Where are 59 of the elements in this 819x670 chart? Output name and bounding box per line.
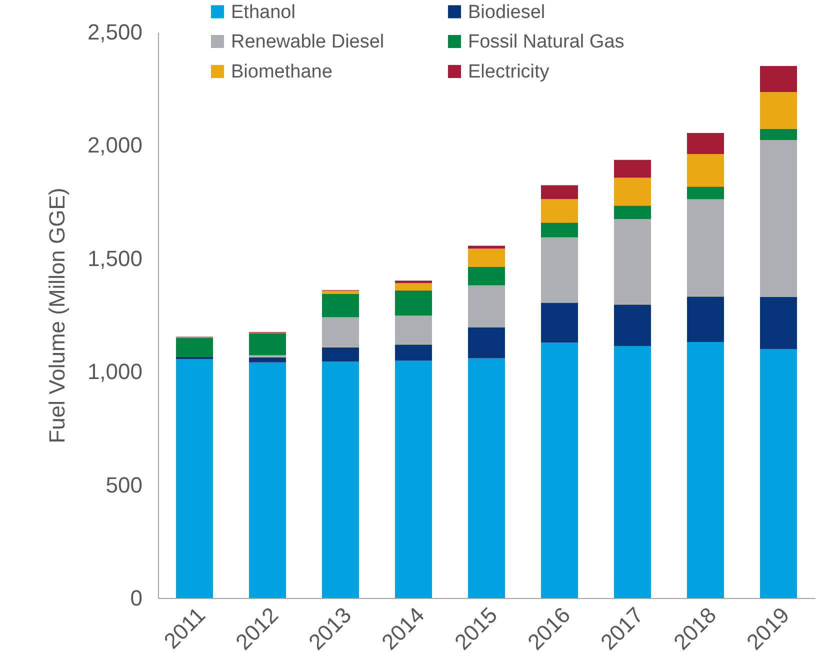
bar	[614, 206, 651, 220]
y-tick-label: 1,000	[87, 359, 142, 384]
bar	[322, 347, 359, 362]
bar	[468, 266, 505, 286]
legend-label: Fossil Natural Gas	[468, 32, 624, 52]
bar	[395, 283, 432, 290]
bar	[395, 360, 432, 598]
legend-label: Renewable Diesel	[231, 32, 384, 52]
bar	[468, 248, 505, 267]
bar	[687, 154, 724, 187]
bar	[322, 294, 359, 318]
legend-label: Biodiesel	[468, 2, 546, 23]
legend-label: Biomethane	[231, 62, 332, 82]
bar	[468, 246, 505, 249]
bar	[468, 358, 505, 598]
y-tick-label: 0	[130, 586, 142, 610]
legend-label: Electricity	[468, 62, 550, 82]
bar	[249, 357, 286, 362]
bar	[322, 362, 359, 598]
y-tick-label: 500	[106, 472, 142, 498]
bar	[614, 178, 651, 206]
bar	[687, 342, 724, 598]
bar	[395, 280, 432, 284]
bar	[541, 302, 578, 343]
bar	[395, 344, 432, 361]
bar	[687, 186, 724, 200]
bar	[541, 237, 578, 303]
bar	[760, 128, 797, 140]
bar	[176, 359, 213, 598]
bar	[541, 222, 578, 238]
bar	[760, 92, 797, 129]
y-tick-label: 1,500	[87, 246, 142, 271]
bar	[614, 304, 651, 346]
bar	[760, 66, 797, 92]
bar	[760, 140, 797, 297]
bar	[687, 132, 724, 154]
bar	[687, 296, 724, 342]
bar	[249, 333, 286, 356]
y-tick-label: 2,000	[87, 132, 142, 158]
y-tick-label: 2,500	[87, 20, 142, 44]
bar	[541, 199, 578, 223]
y-axis-title: Fuel Volume (Millon GGE)	[44, 188, 70, 444]
bar	[760, 348, 797, 598]
bar	[176, 338, 213, 357]
bar	[468, 285, 505, 328]
bar	[395, 316, 432, 345]
bar	[395, 290, 432, 316]
bar	[541, 342, 578, 598]
bar	[687, 199, 724, 297]
bar	[249, 362, 286, 598]
bar	[322, 317, 359, 348]
bar	[614, 160, 651, 178]
bar	[760, 296, 797, 349]
bar	[468, 327, 505, 358]
legend-label: Ethanol	[231, 2, 296, 23]
bar	[614, 219, 651, 305]
bar	[176, 356, 213, 360]
bar	[541, 185, 578, 200]
bar	[614, 346, 651, 598]
